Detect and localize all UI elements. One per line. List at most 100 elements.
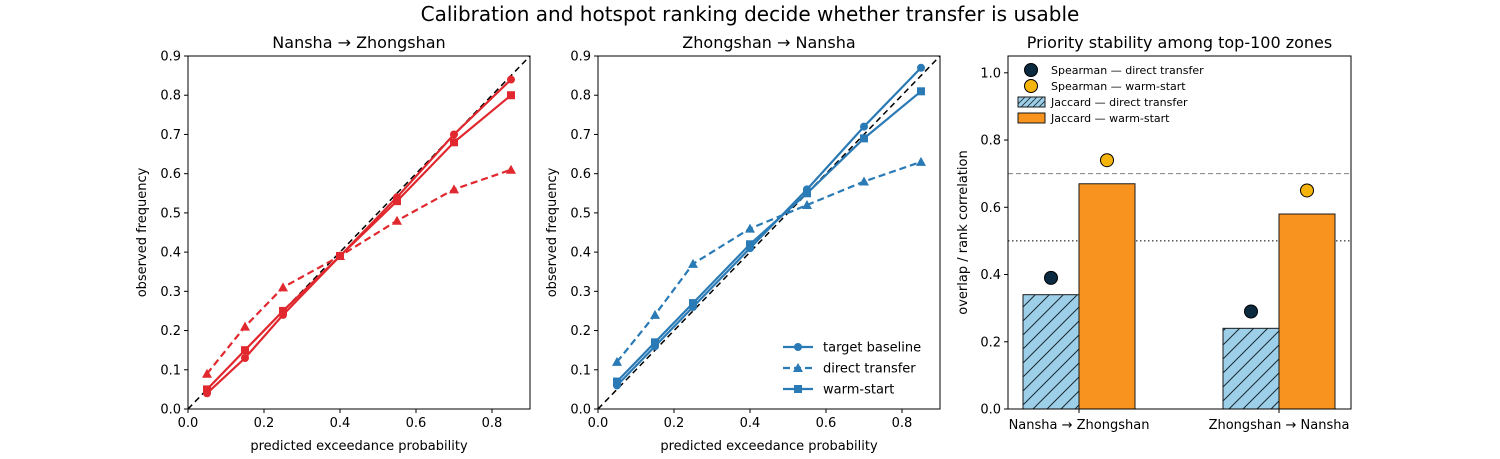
y-tick-label: 0.0 xyxy=(980,403,1001,418)
x-tick-label: 0.4 xyxy=(330,416,351,431)
y-tick-label: 0.7 xyxy=(160,128,181,143)
series-1-point xyxy=(745,223,755,233)
series-0-point xyxy=(507,75,515,84)
y-tick-label: 0.4 xyxy=(570,246,591,261)
legend-swatch xyxy=(1017,112,1046,124)
series-1-point xyxy=(802,200,812,210)
point-spearman-direct xyxy=(1244,304,1258,319)
plot-area xyxy=(598,56,940,409)
y-tick-label: 0.0 xyxy=(160,403,181,418)
series-1-point xyxy=(688,258,698,268)
y-axis-label: observed frequency xyxy=(545,167,560,297)
legend-label: Spearman — direct transfer xyxy=(1051,64,1204,77)
legend-label: Jaccard — direct transfer xyxy=(1050,96,1188,109)
series-0-point xyxy=(860,122,868,131)
series-1-point xyxy=(506,164,516,174)
plot-area xyxy=(188,56,530,409)
y-tick-label: 0.0 xyxy=(570,403,591,418)
legend-swatch-hatch xyxy=(1018,97,1045,107)
y-tick-label: 0.8 xyxy=(160,89,181,104)
bar-jaccard-warm xyxy=(1078,183,1136,410)
perfect-calibration-line xyxy=(598,56,940,409)
panel-title: Priority stability among top-100 zones xyxy=(1027,33,1332,52)
x-axis-label: predicted exceedance probability xyxy=(660,439,878,454)
panel-title: Nansha → Zhongshan xyxy=(272,33,445,52)
series-2-point xyxy=(917,87,925,96)
series-1-point xyxy=(392,215,402,225)
series-2-point xyxy=(860,134,868,143)
series-2-line xyxy=(206,94,512,391)
series-1-point xyxy=(650,309,660,319)
point-spearman-warm xyxy=(1300,183,1314,198)
panel-nansha-to-zhongshan: 0.0 0.2 0.4 0.6 0.8 0.0 0.1 0.2 0.3 0.4 0.5 0.6 0.7 0… xyxy=(135,33,531,454)
y-tick-label: 0.3 xyxy=(160,285,181,300)
y-tick-label: 0.7 xyxy=(570,128,591,143)
series-1-point xyxy=(240,321,250,331)
y-tick-label: 1.0 xyxy=(980,66,1001,81)
plot-frame xyxy=(597,55,941,410)
series-2-point xyxy=(336,252,344,261)
legend-label: target baseline xyxy=(823,341,921,356)
x-tick-label: 0.8 xyxy=(892,416,913,431)
panel-zhongshan-to-nansha: 0.0 0.2 0.4 0.6 0.8 0.0 0.1 0.2 0.3 0.4 0.5 0.6 0.7 0… xyxy=(545,33,941,454)
y-axis-label: observed frequency xyxy=(135,167,150,297)
series-2-point xyxy=(803,189,811,198)
series-2-point xyxy=(393,197,401,206)
series-0-point xyxy=(241,354,249,363)
bar-jaccard-warm xyxy=(1278,213,1336,410)
y-tick-label: 0.8 xyxy=(980,134,1001,149)
panel-priority-stability: 0.0 0.2 0.4 0.6 0.8 1.0 Nansha → Zhongshan Zhon… xyxy=(956,33,1352,433)
y-tick-label: 0.2 xyxy=(570,324,591,339)
y-tick-label: 0.1 xyxy=(160,363,181,378)
bar-jaccard-direct-hatch xyxy=(1023,294,1079,409)
legend-marker xyxy=(793,363,803,372)
series-2-point xyxy=(746,240,754,249)
legend-label: warm-start xyxy=(823,383,894,398)
series-1-point xyxy=(202,368,212,378)
series-1-point xyxy=(449,184,459,194)
x-tick-label: 0.2 xyxy=(254,416,275,431)
legend-marker xyxy=(794,343,802,351)
y-tick-label: 0.4 xyxy=(980,268,1001,283)
y-tick-label: 0.4 xyxy=(160,246,181,261)
series-1-point xyxy=(278,282,288,292)
series-2-point xyxy=(689,299,697,308)
series-2-point xyxy=(241,346,249,355)
series-2-point xyxy=(450,138,458,147)
legend-marker xyxy=(1024,79,1038,93)
y-tick-label: 0.6 xyxy=(570,167,591,182)
legend-marker xyxy=(794,385,802,393)
y-tick-label: 0.5 xyxy=(160,206,181,221)
panel-title: Zhongshan → Nansha xyxy=(682,33,855,52)
figure-title: Calibration and hotspot ranking decide w… xyxy=(421,2,1080,26)
legend-marker xyxy=(1024,63,1038,77)
y-tick-label: 0.9 xyxy=(570,50,591,65)
plot-frame xyxy=(187,55,531,410)
series-2-point xyxy=(507,91,515,100)
x-tick-label: 0.6 xyxy=(816,416,837,431)
plot-frame xyxy=(1007,55,1352,410)
y-tick-label: 0.3 xyxy=(570,285,591,300)
series-1-point xyxy=(916,156,926,166)
x-tick-label: 0.8 xyxy=(482,416,503,431)
x-tick-label: Zhongshan → Nansha xyxy=(1209,418,1350,433)
series-1-line xyxy=(616,160,922,363)
x-tick-label: Nansha → Zhongshan xyxy=(1009,418,1150,433)
x-axis-label: predicted exceedance probability xyxy=(250,439,468,454)
x-tick-label: 0.2 xyxy=(664,416,685,431)
y-tick-label: 0.8 xyxy=(570,89,591,104)
x-tick-label: 0.0 xyxy=(178,416,199,431)
y-axis-label: overlap / rank correlation xyxy=(956,150,971,314)
point-spearman-direct xyxy=(1044,270,1058,285)
y-tick-label: 0.6 xyxy=(980,201,1001,216)
y-tick-label: 0.2 xyxy=(160,324,181,339)
y-tick-label: 0.5 xyxy=(570,206,591,221)
series-0-point xyxy=(450,130,458,139)
series-1-point xyxy=(859,176,869,186)
legend-label: Spearman — warm-start xyxy=(1051,80,1186,93)
series-1-point xyxy=(612,356,622,366)
point-spearman-warm xyxy=(1100,153,1114,168)
series-2-point xyxy=(279,306,287,315)
series-2-point xyxy=(651,338,659,347)
